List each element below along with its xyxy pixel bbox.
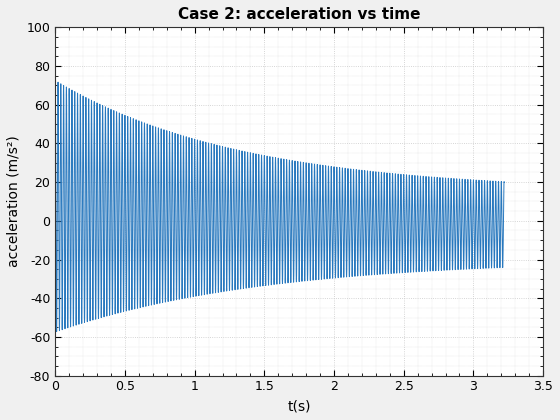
Y-axis label: acceleration (m/s²): acceleration (m/s²): [7, 136, 21, 268]
X-axis label: t(s): t(s): [287, 399, 311, 413]
Title: Case 2: acceleration vs time: Case 2: acceleration vs time: [178, 7, 421, 22]
